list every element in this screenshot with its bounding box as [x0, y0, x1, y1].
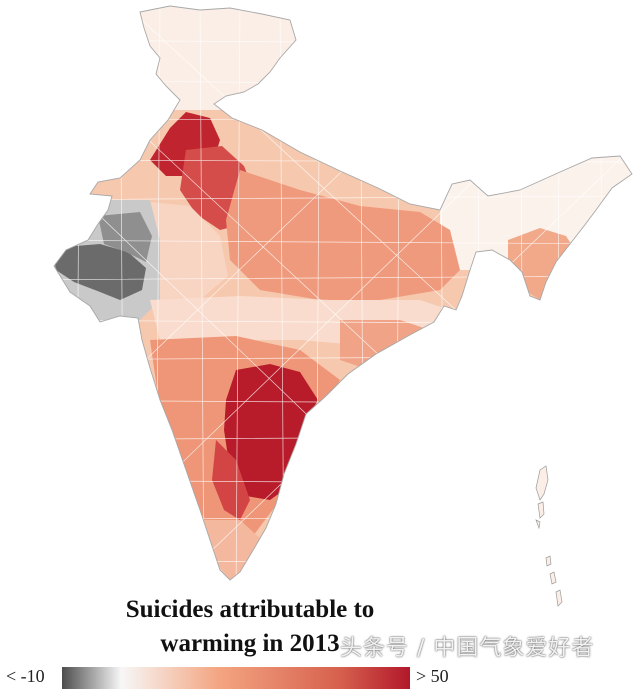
legend-min-label: < -10: [6, 666, 45, 686]
region-telangana-dark: [224, 364, 318, 500]
watermark-text: 头条号 / 中国气象爱好者: [340, 636, 595, 661]
region-kutch-gray-dark: [54, 244, 146, 300]
legend-color-bar: [62, 667, 410, 689]
region-odisha-salmon: [340, 320, 430, 370]
region-gujarat-gray-mid: [98, 212, 152, 262]
map-title-line-1: Suicides attributable to: [125, 596, 375, 623]
region-northeast-salmon: [508, 228, 580, 300]
map-title-line-2: warming in 2013: [160, 630, 340, 657]
legend-max-label: > 50: [416, 666, 449, 686]
region-andhra-red: [212, 440, 250, 520]
andaman-nicobar-islands: [535, 465, 563, 607]
india-outline: [53, 5, 633, 581]
region-gangetic-salmon: [226, 170, 460, 300]
